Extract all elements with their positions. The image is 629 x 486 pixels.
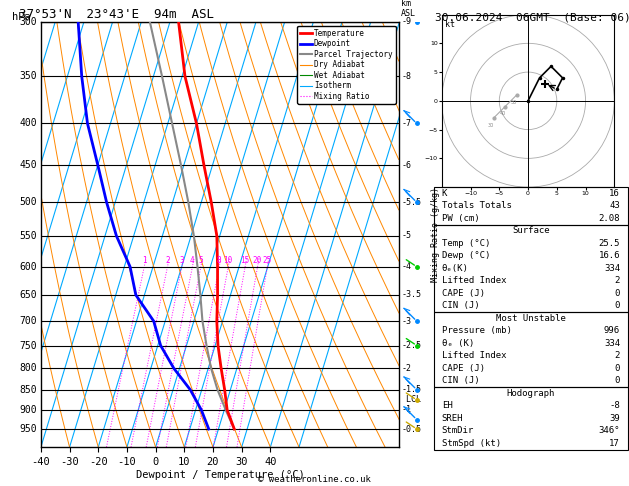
Bar xyxy=(434,387,628,450)
Bar xyxy=(434,312,628,387)
Text: -5.5: -5.5 xyxy=(401,198,421,207)
Text: 450: 450 xyxy=(19,160,37,170)
Text: StmDir: StmDir xyxy=(442,426,474,435)
Text: 39: 39 xyxy=(610,414,620,423)
Text: 800: 800 xyxy=(19,364,37,373)
Text: 10: 10 xyxy=(223,256,233,264)
Text: StmSpd (kt): StmSpd (kt) xyxy=(442,439,501,448)
Text: 900: 900 xyxy=(19,405,37,415)
Text: -9: -9 xyxy=(401,17,411,26)
Text: 0: 0 xyxy=(615,301,620,311)
Text: 346°: 346° xyxy=(598,426,620,435)
Text: K: K xyxy=(442,189,447,198)
Text: -4: -4 xyxy=(401,262,411,271)
Text: θₑ (K): θₑ (K) xyxy=(442,339,474,348)
Text: 350: 350 xyxy=(19,71,37,81)
Text: 16.6: 16.6 xyxy=(598,251,620,260)
Text: Hodograph: Hodograph xyxy=(507,389,555,398)
Text: EH: EH xyxy=(442,401,452,410)
Text: 15: 15 xyxy=(240,256,250,264)
Text: 2: 2 xyxy=(165,256,170,264)
Text: CAPE (J): CAPE (J) xyxy=(442,364,485,373)
Text: Pressure (mb): Pressure (mb) xyxy=(442,326,511,335)
Text: Dewp (°C): Dewp (°C) xyxy=(442,251,490,260)
Text: LCL: LCL xyxy=(401,396,421,404)
Text: 40: 40 xyxy=(499,111,506,116)
Text: -2: -2 xyxy=(401,364,411,373)
Text: hPa: hPa xyxy=(12,12,31,22)
Text: 8: 8 xyxy=(217,256,221,264)
Text: 600: 600 xyxy=(19,261,37,272)
Text: SREH: SREH xyxy=(442,414,464,423)
Text: Lifted Index: Lifted Index xyxy=(442,351,506,360)
Text: 30.06.2024  06GMT  (Base: 06): 30.06.2024 06GMT (Base: 06) xyxy=(435,12,629,22)
Text: © weatheronline.co.uk: © weatheronline.co.uk xyxy=(258,474,371,484)
Text: 2: 2 xyxy=(615,351,620,360)
Text: 0: 0 xyxy=(615,289,620,298)
Text: -8: -8 xyxy=(610,401,620,410)
Text: PW (cm): PW (cm) xyxy=(442,214,479,223)
Text: 5: 5 xyxy=(199,256,203,264)
Text: -7: -7 xyxy=(401,119,411,128)
Text: 850: 850 xyxy=(19,385,37,395)
Text: 1: 1 xyxy=(142,256,147,264)
Text: -8: -8 xyxy=(401,72,411,81)
Text: -5: -5 xyxy=(401,231,411,241)
Text: -2.5: -2.5 xyxy=(401,341,421,350)
Text: 43: 43 xyxy=(610,201,620,210)
Text: -3: -3 xyxy=(401,317,411,326)
Text: 20: 20 xyxy=(253,256,262,264)
Text: Totals Totals: Totals Totals xyxy=(442,201,511,210)
Bar xyxy=(434,187,628,225)
Text: CIN (J): CIN (J) xyxy=(442,376,479,385)
Text: 16: 16 xyxy=(610,189,620,198)
Text: 25.5: 25.5 xyxy=(598,239,620,248)
Text: 334: 334 xyxy=(604,339,620,348)
Text: Temp (°C): Temp (°C) xyxy=(442,239,490,248)
Text: 30: 30 xyxy=(487,123,494,128)
Text: Surface: Surface xyxy=(512,226,550,235)
Bar xyxy=(434,225,628,312)
Text: 0: 0 xyxy=(615,364,620,373)
Text: 2.08: 2.08 xyxy=(598,214,620,223)
X-axis label: Dewpoint / Temperature (°C): Dewpoint / Temperature (°C) xyxy=(136,469,304,480)
Text: 17: 17 xyxy=(610,439,620,448)
Text: -1: -1 xyxy=(401,405,411,415)
Text: 334: 334 xyxy=(604,264,620,273)
Text: 500: 500 xyxy=(19,197,37,208)
Text: 996: 996 xyxy=(604,326,620,335)
Text: 25: 25 xyxy=(263,256,272,264)
Legend: Temperature, Dewpoint, Parcel Trajectory, Dry Adiabat, Wet Adiabat, Isotherm, Mi: Temperature, Dewpoint, Parcel Trajectory… xyxy=(297,26,396,104)
Text: Lifted Index: Lifted Index xyxy=(442,277,506,285)
Text: 950: 950 xyxy=(19,424,37,434)
Text: θₑ(K): θₑ(K) xyxy=(442,264,469,273)
Text: 4: 4 xyxy=(190,256,195,264)
Text: kt: kt xyxy=(445,20,455,29)
Text: -3.5: -3.5 xyxy=(401,291,421,299)
Text: 750: 750 xyxy=(19,341,37,350)
Text: -0.5: -0.5 xyxy=(401,424,421,434)
Text: km
ASL: km ASL xyxy=(401,0,416,17)
Text: 650: 650 xyxy=(19,290,37,300)
Text: Mixing Ratio (g/kg): Mixing Ratio (g/kg) xyxy=(431,187,440,282)
Text: 300: 300 xyxy=(19,17,37,27)
Text: 400: 400 xyxy=(19,119,37,128)
Text: 50: 50 xyxy=(511,100,517,104)
Text: 3: 3 xyxy=(179,256,184,264)
Text: 550: 550 xyxy=(19,231,37,241)
Text: CAPE (J): CAPE (J) xyxy=(442,289,485,298)
Text: -6: -6 xyxy=(401,160,411,170)
Text: 0: 0 xyxy=(615,376,620,385)
Text: 700: 700 xyxy=(19,316,37,326)
Text: 2: 2 xyxy=(615,277,620,285)
Text: -1.5: -1.5 xyxy=(401,385,421,394)
Text: 37°53'N  23°43'E  94m  ASL: 37°53'N 23°43'E 94m ASL xyxy=(19,8,214,21)
Text: CIN (J): CIN (J) xyxy=(442,301,479,311)
Text: Most Unstable: Most Unstable xyxy=(496,314,566,323)
